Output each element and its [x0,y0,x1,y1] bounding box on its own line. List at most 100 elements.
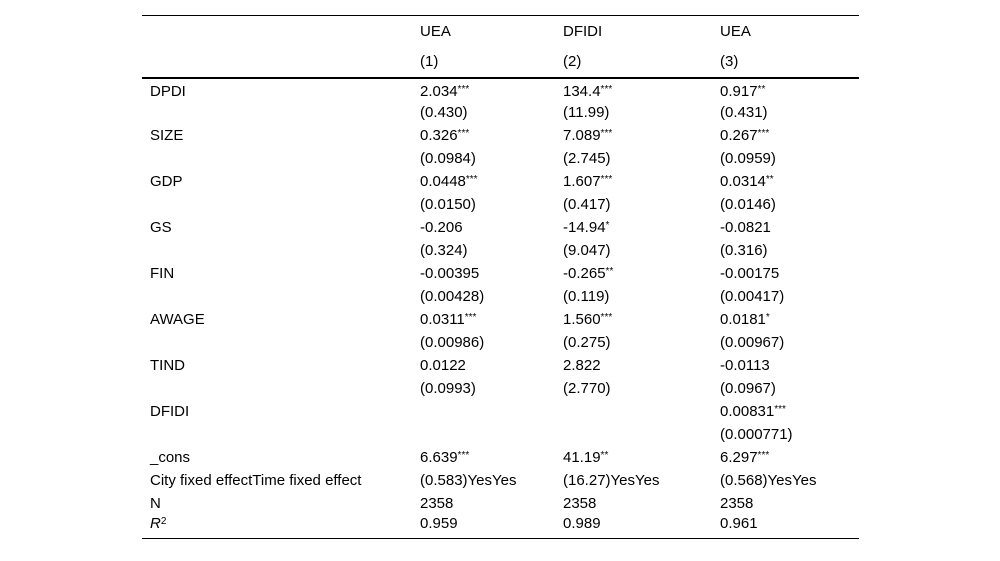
cell-value: 41.19 [563,448,601,466]
cell-value: (0.275) [563,333,611,351]
cell-value: (0.568)YesYes [720,471,817,489]
cell-value: (0.00967) [720,333,785,351]
value-cell: -0.0821 [720,216,859,239]
value-cell: 0.00831*** [720,400,859,423]
value-cell: 1.607*** [563,170,720,193]
value-cell: (0.000771) [720,423,859,446]
value-cell: (0.0959) [720,147,859,170]
value-cell: (0.316) [720,239,859,262]
cell-value: (0.430) [420,103,468,121]
value-cell: 6.297*** [720,446,859,469]
value-cell: 0.0311*** [420,308,563,331]
value-cell: -0.00175 [720,262,859,285]
cell-value: 2358 [720,494,754,512]
table-row: (0.00986) (0.275) (0.00967) [142,331,859,354]
value-cell: -0.206 [420,216,563,239]
value-cell [563,423,720,446]
row-label-cell: TIND [142,354,420,377]
table-row: SIZE 0.326*** 7.089*** 0.267*** [142,124,859,147]
row-label-cell [142,423,420,446]
table-row: _cons 6.639*** 41.19** 6.297*** [142,446,859,469]
value-cell: 0.0314** [720,170,859,193]
cell-value: -0.265 [563,264,606,282]
cell-value: -14.94 [563,218,606,236]
value-cell: 6.639*** [420,446,563,469]
value-cell: (0.119) [563,285,720,308]
cell-value: (0.417) [563,195,611,213]
cell-value: 2.034 [420,82,458,100]
significance-stars: ** [605,265,614,277]
cell-value: 0.0122 [420,356,466,374]
cell-value: (0.00417) [720,287,785,305]
value-cell: 0.989 [563,515,720,539]
value-cell: 2.822 [563,354,720,377]
value-cell: -0.0113 [720,354,859,377]
row-label: FIN [150,264,175,282]
cell-value: (2.745) [563,149,611,167]
value-cell: (2.745) [563,147,720,170]
significance-stars: * [605,219,610,231]
row-label-cell [142,193,420,216]
table-row: (0.430) (11.99) (0.431) [142,101,859,124]
significance-stars: *** [465,173,478,185]
cell-value: (2.770) [563,379,611,397]
value-cell: -0.00395 [420,262,563,285]
cell-value: 6.639 [420,448,458,466]
row-label: City fixed effectTime fixed effect [150,471,362,489]
cell-value: (0.583)YesYes [420,471,517,489]
row-label: DPDI [150,82,186,100]
significance-stars: ** [765,173,774,185]
value-cell: 0.267*** [720,124,859,147]
header-spacer [142,16,420,47]
value-cell: (16.27)YesYes [563,469,720,492]
row-label-superscript: 2 [160,515,167,527]
cell-value: 0.0314 [720,172,766,190]
cell-value: -0.0821 [720,218,771,236]
value-cell: (0.431) [720,101,859,124]
row-label-cell: SIZE [142,124,420,147]
value-cell: (0.430) [420,101,563,124]
column-model-name: DFIDI [563,22,603,40]
row-label: R [150,514,161,532]
cell-value: 2.822 [563,356,601,374]
row-label: AWAGE [150,310,205,328]
column-number: (3) [720,53,739,70]
table-row: DFIDI 0.00831*** [142,400,859,423]
value-cell: 0.0448*** [420,170,563,193]
significance-stars: *** [600,311,613,323]
value-cell: -0.265** [563,262,720,285]
significance-stars: *** [774,403,786,415]
row-label-cell: DPDI [142,78,420,101]
cell-value: -0.0113 [720,356,770,374]
significance-stars: *** [757,449,770,461]
row-label-cell: N [142,492,420,515]
row-label-cell [142,377,420,400]
significance-stars: *** [600,83,613,95]
cell-value: 1.607 [563,172,601,190]
cell-value: 0.917 [720,82,758,100]
cell-value: -0.206 [420,218,463,236]
cell-value: (0.000771) [720,425,793,443]
significance-stars: *** [457,83,470,95]
cell-value: 0.959 [420,514,458,532]
cell-value: (0.0959) [720,149,776,167]
cell-value: 0.0181 [720,310,766,328]
value-cell: -14.94* [563,216,720,239]
regression-table: UEA DFIDI UEA (1) (2) (3) DPDI 2.034*** 134.4*… [142,15,859,539]
value-cell: (0.0150) [420,193,563,216]
value-cell: (0.583)YesYes [420,469,563,492]
value-cell: 2358 [720,492,859,515]
row-label-cell: AWAGE [142,308,420,331]
row-label-cell: FIN [142,262,420,285]
significance-stars: *** [600,173,613,185]
value-cell: (0.0146) [720,193,859,216]
column-model-name: UEA [720,22,751,40]
table-header: UEA DFIDI UEA (1) (2) (3) [142,16,859,78]
cell-value: 0.961 [720,514,758,532]
table-row: (0.000771) [142,423,859,446]
value-cell: (0.417) [563,193,720,216]
table-row: GS -0.206 -14.94* -0.0821 [142,216,859,239]
significance-stars: *** [757,127,770,139]
cell-value: 134.4 [563,82,601,100]
